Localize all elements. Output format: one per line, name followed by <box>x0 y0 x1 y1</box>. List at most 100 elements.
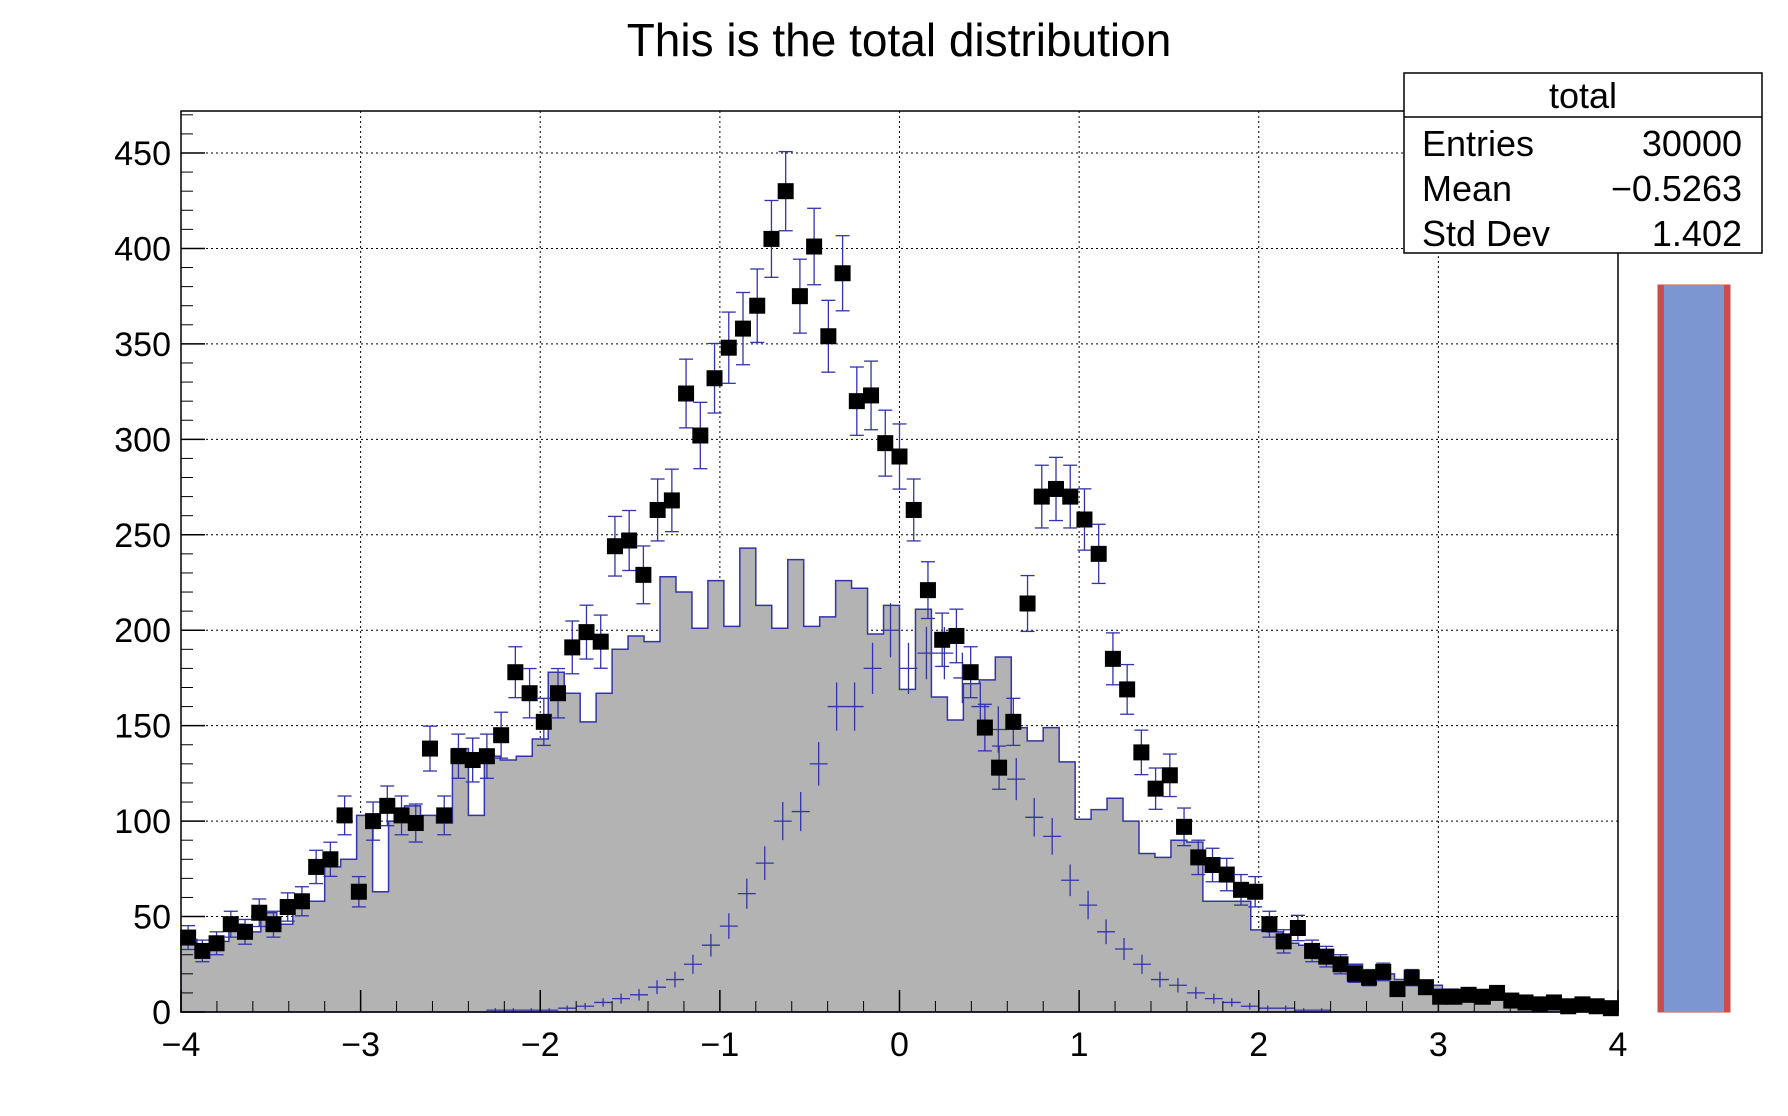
cross-point <box>683 954 702 974</box>
stats-stddev-label: Std Dev <box>1422 213 1550 254</box>
cross-point <box>1258 1005 1277 1011</box>
marker-point <box>308 849 325 885</box>
marker-point <box>1489 984 1506 1001</box>
filled-histogram <box>180 547 1619 1013</box>
marker-point <box>180 924 197 951</box>
cross-series <box>486 603 1331 1012</box>
y-tick-label: 250 <box>114 517 171 555</box>
marker-point <box>478 733 495 779</box>
marker-point <box>919 561 936 620</box>
marker-point <box>464 737 481 783</box>
cross-point <box>558 1005 577 1011</box>
y-tick-label: 300 <box>114 421 171 459</box>
cross-point <box>1025 798 1044 837</box>
marker-point <box>1090 523 1107 585</box>
stats-mean-label: Mean <box>1422 168 1512 209</box>
marker-point <box>1048 456 1065 522</box>
marker-point <box>976 703 993 752</box>
marker-point <box>521 667 538 719</box>
marker-point <box>720 311 737 384</box>
cross-point <box>899 642 918 695</box>
cross-point <box>809 742 828 786</box>
marker-point <box>749 268 766 344</box>
marker-point <box>905 478 922 542</box>
marker-series <box>180 150 1619 1017</box>
marker-point <box>493 711 510 759</box>
cross-point <box>755 846 774 880</box>
stats-box-title: total <box>1549 75 1617 116</box>
marker-point <box>991 745 1008 790</box>
marker-point <box>1474 988 1491 1005</box>
marker-point <box>592 614 609 669</box>
stats-entries-value: 30000 <box>1642 123 1742 164</box>
grid <box>181 111 1618 1012</box>
cross-point <box>1168 978 1187 993</box>
marker-point <box>934 612 951 668</box>
cross-point <box>612 993 631 1004</box>
marker-point <box>791 258 808 334</box>
chart-title: This is the total distribution <box>627 14 1172 66</box>
cross-point <box>1276 1005 1295 1011</box>
x-tick-label: 1 <box>1070 1026 1089 1064</box>
x-tick-label: 3 <box>1429 1026 1448 1064</box>
cross-point <box>881 603 900 658</box>
marker-point <box>877 409 894 477</box>
marker-point <box>1161 753 1178 798</box>
marker-point <box>1545 994 1562 1011</box>
cross-point <box>1007 758 1026 801</box>
y-tick-label: 0 <box>152 994 171 1032</box>
cross-point <box>737 878 756 909</box>
marker-point <box>293 886 310 917</box>
marker-point <box>450 733 467 779</box>
marker-point <box>1133 729 1150 776</box>
marker-point <box>1318 945 1335 968</box>
marker-point <box>1375 962 1392 982</box>
marker-point <box>848 366 865 436</box>
marker-point <box>322 841 339 878</box>
marker-point <box>1019 574 1036 633</box>
marker-point <box>1190 839 1207 876</box>
marker-point <box>1147 767 1164 810</box>
cross-point <box>827 682 846 731</box>
filled-histogram-area <box>180 547 1619 1013</box>
marker-point <box>734 291 751 366</box>
marker-point <box>1005 697 1022 747</box>
marker-point <box>379 785 396 827</box>
cross-point <box>1097 919 1116 945</box>
marker-point <box>1119 663 1136 715</box>
cross-point <box>845 682 864 731</box>
marker-point <box>948 608 965 664</box>
marker-point <box>649 478 666 542</box>
marker-point <box>763 199 780 278</box>
marker-point <box>1218 857 1235 892</box>
marker-point <box>1204 847 1221 883</box>
cross-point <box>665 971 684 988</box>
marker-point <box>621 509 638 572</box>
axes: −4 −3 −2 −1 0 1 2 3 4 0 50 100 150 200 250 300 350 400 450 <box>114 114 1627 1064</box>
marker-point <box>1417 979 1434 996</box>
marker-point <box>564 620 581 675</box>
cross-point <box>594 998 613 1007</box>
marker-point <box>1531 996 1548 1013</box>
marker-point <box>507 646 524 699</box>
cross-point <box>1115 938 1134 960</box>
marker-point <box>1332 954 1349 975</box>
y-tick-label: 200 <box>114 612 171 650</box>
swatch-fill <box>1664 285 1724 1012</box>
marker-point <box>1062 464 1079 529</box>
cross-point <box>701 933 720 957</box>
marker-point <box>706 342 723 414</box>
marker-point <box>1275 929 1292 954</box>
cross-point <box>791 792 810 832</box>
marker-point <box>237 918 254 945</box>
marker-point <box>1104 632 1121 686</box>
cross-point <box>576 1002 595 1010</box>
marker-point <box>962 646 979 699</box>
marker-point <box>365 801 382 841</box>
cross-point <box>648 980 666 995</box>
marker-point <box>194 939 211 963</box>
marker-point <box>834 235 851 312</box>
y-tick-label: 350 <box>114 326 171 364</box>
marker-point <box>208 931 225 956</box>
marker-point <box>1560 998 1577 1015</box>
